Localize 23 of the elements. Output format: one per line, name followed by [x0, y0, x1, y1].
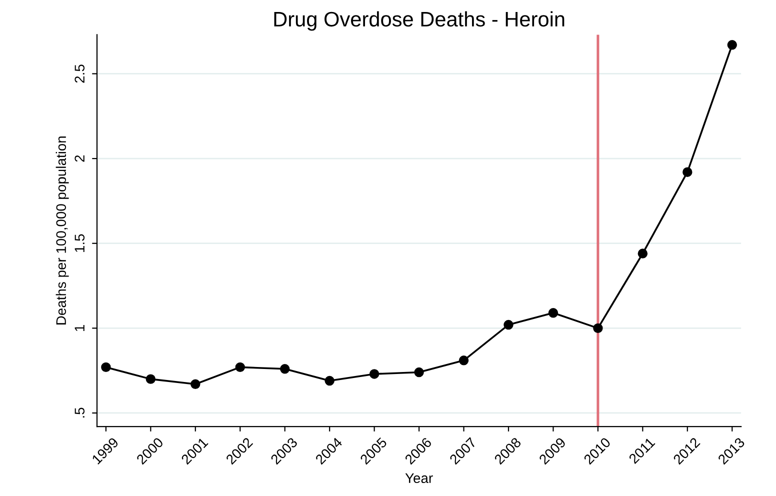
y-axis-title: Deaths per 100,000 population: [56, 136, 69, 324]
point: [458, 356, 469, 366]
point: [190, 379, 200, 390]
y-tick-label: 2: [74, 155, 84, 162]
point: [682, 167, 692, 177]
point: [727, 40, 737, 50]
point: [504, 320, 514, 330]
y-tick-label: .5: [74, 408, 85, 418]
point: [324, 376, 334, 386]
y-tick-label: 2.5: [74, 64, 85, 83]
x-axis-title: Year: [405, 473, 433, 484]
point: [101, 362, 111, 372]
y-tick-label: 1: [74, 324, 84, 331]
point: [146, 374, 156, 384]
point: [414, 367, 424, 378]
point: [548, 308, 558, 318]
y-tick-label: 1.5: [74, 234, 85, 252]
point: [280, 364, 290, 374]
point: [593, 323, 603, 334]
point: [369, 369, 380, 379]
chart-title: Drug Overdose Deaths - Heroin: [274, 11, 564, 31]
point: [638, 248, 648, 258]
point: [235, 362, 245, 372]
